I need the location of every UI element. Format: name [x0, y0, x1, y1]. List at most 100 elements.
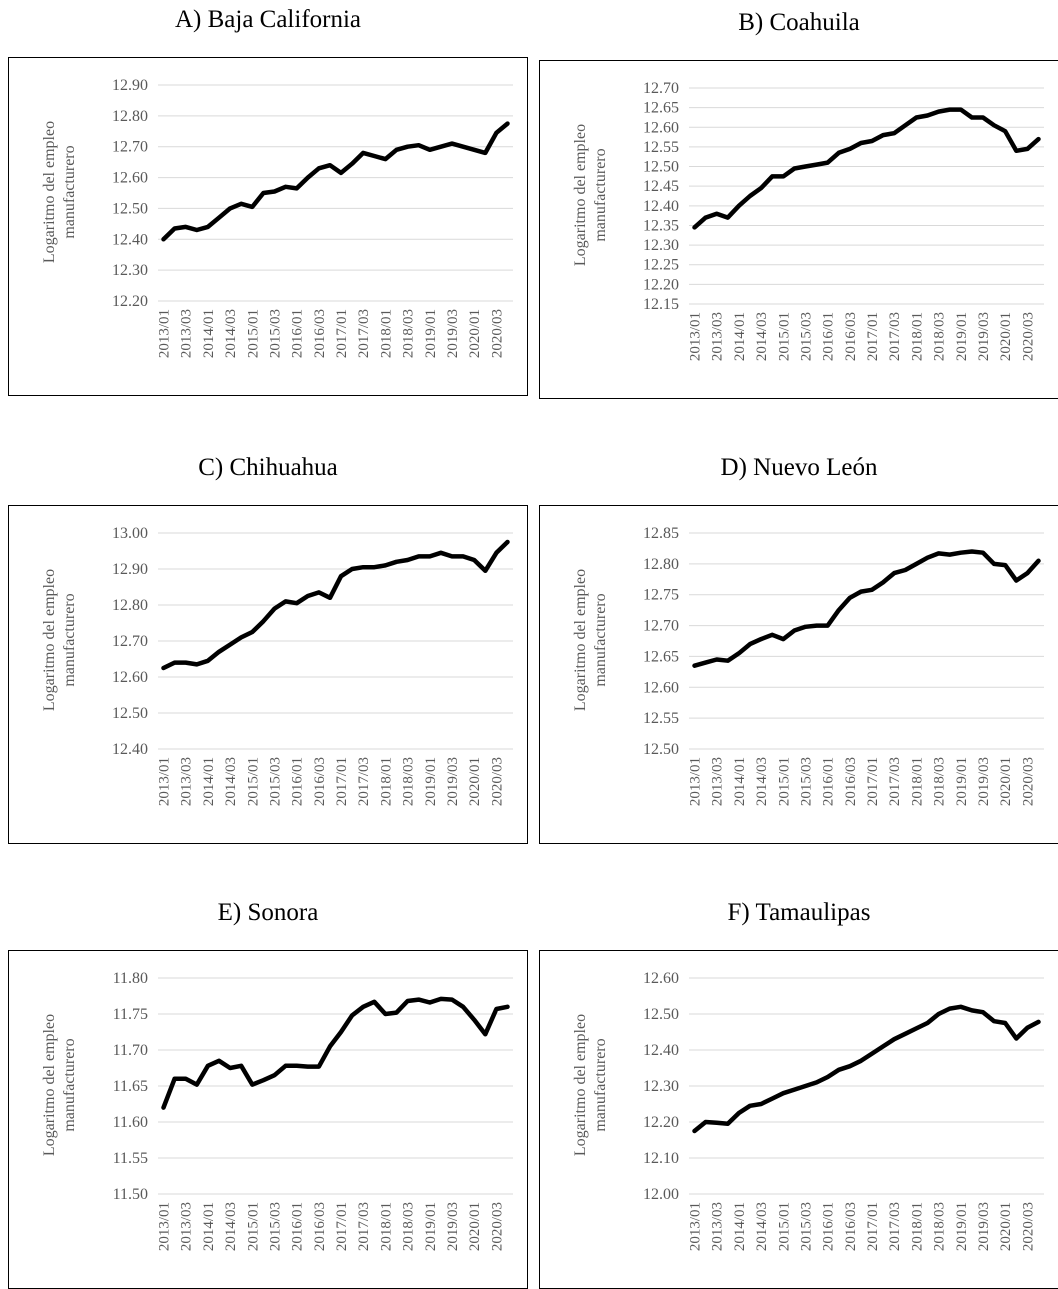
x-tick-label: 2013/03: [179, 1202, 195, 1251]
x-tick-label: 2016/03: [312, 1202, 328, 1251]
y-tick-label: 11.75: [113, 1006, 148, 1023]
x-tick-label: 2016/03: [843, 757, 859, 806]
panel-border: [8, 505, 528, 844]
y-tick-label: 11.65: [113, 1078, 148, 1095]
x-tick-label: 2016/03: [843, 312, 859, 361]
x-tick-label: 2015/03: [267, 757, 283, 806]
x-tick-label: 2020/01: [467, 1202, 483, 1251]
x-tick-label: 2018/03: [932, 312, 948, 361]
x-tick-label: 2015/03: [798, 1202, 814, 1251]
x-tick-label: 2016/01: [290, 309, 306, 358]
chart-title: C) Chihuahua: [198, 454, 338, 481]
x-tick-label: 2019/01: [954, 312, 970, 361]
x-tick-label: 2017/03: [356, 1202, 372, 1251]
x-tick-label: 2018/01: [909, 757, 925, 806]
x-tick-label: 2015/01: [776, 757, 792, 806]
x-tick-label: 2019/01: [954, 757, 970, 806]
x-tick-label: 2015/03: [798, 312, 814, 361]
x-tick-label: 2019/03: [445, 757, 461, 806]
x-tick-label: 2017/01: [334, 309, 350, 358]
x-tick-label: 2013/01: [157, 757, 173, 806]
y-tick-label: 13.00: [112, 525, 148, 542]
y-tick-label: 12.20: [643, 1114, 679, 1131]
data-line: [692, 1004, 1041, 1134]
x-tick-label: 2014/01: [201, 757, 217, 806]
y-tick-label: 12.90: [112, 561, 148, 578]
x-tick-label: 2019/03: [976, 312, 992, 361]
x-tick-label: 2018/03: [401, 757, 417, 806]
x-tick-label: 2013/03: [179, 309, 195, 358]
x-tick-label: 2017/03: [887, 757, 903, 806]
y-tick-label: 12.70: [112, 633, 148, 650]
y-tick-label: 12.55: [643, 710, 679, 727]
y-tick-label: 12.15: [643, 296, 679, 313]
chart-title: A) Baja California: [175, 6, 361, 33]
x-tick-label: 2015/01: [245, 757, 261, 806]
x-tick-label: 2014/03: [754, 1202, 770, 1251]
x-tick-label: 2018/01: [909, 1202, 925, 1251]
y-tick-label: 11.50: [113, 1186, 148, 1203]
x-tick-label: 2016/01: [821, 757, 837, 806]
x-tick-label: 2017/03: [887, 312, 903, 361]
x-tick-label: 2019/01: [423, 757, 439, 806]
y-tick-label: 12.55: [643, 139, 679, 156]
y-tick-label: 12.60: [112, 669, 148, 686]
y-tick-label: 12.45: [643, 178, 679, 195]
data-line: [692, 549, 1041, 668]
x-tick-label: 2014/03: [754, 312, 770, 361]
y-tick-label: 12.60: [112, 170, 148, 187]
x-tick-label: 2014/01: [201, 309, 217, 358]
x-tick-label: 2019/03: [976, 1202, 992, 1251]
y-tick-label: 12.60: [643, 119, 679, 136]
x-tick-label: 2020/01: [467, 757, 483, 806]
data-line: [161, 996, 510, 1110]
chart-title: E) Sonora: [218, 899, 319, 926]
x-tick-label: 2013/03: [179, 757, 195, 806]
x-tick-label: 2016/03: [312, 309, 328, 358]
y-tick-label: 12.20: [112, 293, 148, 310]
x-tick-label: 2020/03: [1020, 1202, 1036, 1251]
x-tick-label: 2018/01: [378, 1202, 394, 1251]
x-tick-label: 2020/01: [998, 1202, 1014, 1251]
y-tick-label: 12.20: [643, 276, 679, 293]
y-tick-label: 12.50: [643, 741, 679, 758]
y-axis-label: manufacturero: [592, 593, 609, 686]
x-tick-label: 2014/01: [201, 1202, 217, 1251]
y-axis-label: Logaritmo del empleo: [572, 124, 589, 266]
y-tick-label: 12.85: [643, 525, 679, 542]
x-tick-label: 2015/03: [267, 309, 283, 358]
x-tick-label: 2019/03: [976, 757, 992, 806]
x-tick-label: 2016/03: [843, 1202, 859, 1251]
y-tick-label: 12.60: [643, 679, 679, 696]
y-tick-label: 11.70: [113, 1042, 148, 1059]
y-tick-label: 12.80: [112, 108, 148, 125]
x-tick-label: 2019/01: [954, 1202, 970, 1251]
x-tick-label: 2020/03: [1020, 757, 1036, 806]
data-line: [161, 121, 510, 242]
y-tick-label: 12.70: [643, 80, 679, 97]
y-axis-label: manufacturero: [592, 148, 609, 241]
x-tick-label: 2014/03: [754, 757, 770, 806]
y-tick-label: 12.80: [643, 556, 679, 573]
x-tick-label: 2016/01: [290, 1202, 306, 1251]
y-tick-label: 12.50: [643, 159, 679, 176]
x-tick-label: 2018/01: [378, 309, 394, 358]
x-tick-label: 2015/01: [776, 1202, 792, 1251]
y-tick-label: 12.50: [112, 200, 148, 217]
panel-border: [8, 57, 528, 396]
y-tick-label: 12.40: [643, 198, 679, 215]
y-tick-label: 12.35: [643, 217, 679, 234]
x-tick-label: 2018/03: [932, 1202, 948, 1251]
x-tick-label: 2019/01: [423, 309, 439, 358]
x-tick-label: 2017/03: [356, 757, 372, 806]
y-axis-label: manufacturero: [61, 145, 78, 238]
x-tick-label: 2018/03: [932, 757, 948, 806]
x-tick-label: 2013/01: [157, 309, 173, 358]
x-tick-label: 2020/01: [998, 312, 1014, 361]
chart-title: D) Nuevo León: [721, 454, 878, 481]
y-axis-label: Logaritmo del empleo: [41, 121, 58, 263]
x-tick-label: 2019/01: [423, 1202, 439, 1251]
y-tick-label: 12.30: [643, 1078, 679, 1095]
